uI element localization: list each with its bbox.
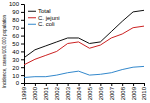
x-tick: 2006 (98, 83, 104, 100)
y-tick: 0 (16, 80, 24, 86)
x-tick: 2003 (65, 83, 71, 100)
tick-mark (21, 59, 24, 60)
tick-label: 80 (12, 17, 19, 23)
y-axis-title: Incidence, cases/100,000 population (2, 14, 7, 88)
x-tick: 2007 (109, 83, 115, 100)
axis-domain (21, 5, 25, 84)
tick-mark (24, 83, 25, 86)
legend-swatch (28, 24, 36, 25)
x-tick: 2009 (131, 83, 137, 100)
tick-mark (21, 75, 24, 76)
tick-mark (79, 83, 80, 86)
tick-mark (21, 44, 24, 45)
legend-item: C. jejuni (28, 15, 60, 21)
tick-label: 2003 (65, 86, 71, 100)
tick-mark (21, 28, 24, 29)
tick-mark (46, 83, 47, 86)
y-axis: 010 20 30 40 50 60 70 80 90 100 (9, 1, 25, 86)
tick-mark (57, 83, 58, 86)
series-group (24, 10, 144, 77)
tick-mark (21, 4, 24, 5)
tick-label: 2009 (131, 86, 137, 100)
tick-mark (21, 67, 24, 68)
series-line (24, 26, 144, 65)
tick-label: 2008 (120, 86, 126, 100)
tick-mark (21, 12, 24, 13)
y-tick: 40 (12, 49, 24, 55)
tick-label: 20 (12, 65, 19, 71)
tick-label: 2010 (141, 86, 147, 100)
x-tick: 2008 (120, 83, 126, 100)
legend-swatch (28, 17, 36, 18)
tick-mark (68, 83, 69, 86)
tick-label: 40 (12, 49, 19, 55)
tick-label: 2006 (98, 86, 104, 100)
tick-label: 10 (12, 73, 19, 79)
tick-mark (100, 83, 101, 86)
x-tick: 2000 (32, 83, 38, 100)
x-axis: 1999 2000 2001 2002 2003 2004 2005 2006 2007 2008… (21, 83, 147, 100)
x-tick: 1999 (21, 83, 27, 100)
tick-mark (35, 83, 36, 86)
tick-mark (21, 83, 24, 84)
tick-label: 60 (12, 33, 19, 39)
tick-mark (144, 83, 145, 86)
legend-item: Total (28, 8, 51, 14)
tick-mark (21, 36, 24, 37)
tick-label: 2005 (87, 86, 93, 100)
legend-item: C. coli (28, 21, 55, 27)
y-tick: 60 (12, 33, 24, 39)
x-tick: 2010 (141, 83, 147, 100)
tick-label: 100 (9, 1, 20, 7)
axis-domain (25, 84, 145, 87)
x-tick: 2001 (43, 83, 49, 100)
legend-label: Total (38, 8, 51, 14)
y-tick: 10 (12, 73, 24, 79)
x-tick: 2002 (54, 83, 60, 100)
y-tick: 20 (12, 65, 24, 71)
tick-label: 2007 (109, 86, 115, 100)
tick-label: 30 (12, 57, 19, 63)
y-tick: 30 (12, 57, 24, 63)
tick-label: 0 (16, 80, 20, 86)
tick-label: 2002 (54, 86, 60, 100)
chart: 010 20 30 40 50 60 70 80 90 100 1999 2000 2001 2002 20… (0, 0, 150, 103)
tick-label: 1999 (21, 86, 27, 100)
legend-swatch (28, 11, 36, 12)
tick-mark (122, 83, 123, 86)
tick-label: 2004 (76, 86, 82, 100)
plot: 010 20 30 40 50 60 70 80 90 100 1999 2000 2001 2002 20… (9, 1, 147, 100)
series-line (24, 66, 144, 77)
y-tick: 90 (12, 9, 24, 15)
y-tick: 70 (12, 25, 24, 31)
y-tick: 50 (12, 41, 24, 47)
tick-label: 50 (12, 41, 19, 47)
legend: TotalC. jejuniC. coli (28, 8, 60, 27)
legend-label: C. jejuni (38, 15, 60, 21)
legend-label: C. coli (38, 21, 55, 27)
tick-label: 90 (12, 9, 19, 15)
tick-label: 2000 (32, 86, 38, 100)
tick-label: 70 (12, 25, 19, 31)
x-tick: 2005 (87, 83, 93, 100)
tick-mark (133, 83, 134, 86)
tick-label: 2001 (43, 86, 49, 100)
x-tick: 2004 (76, 83, 82, 100)
tick-mark (21, 51, 24, 52)
y-tick: 80 (12, 17, 24, 23)
tick-mark (21, 20, 24, 21)
series-line (24, 10, 144, 57)
y-tick: 100 (9, 1, 24, 7)
tick-mark (111, 83, 112, 86)
tick-mark (89, 83, 90, 86)
